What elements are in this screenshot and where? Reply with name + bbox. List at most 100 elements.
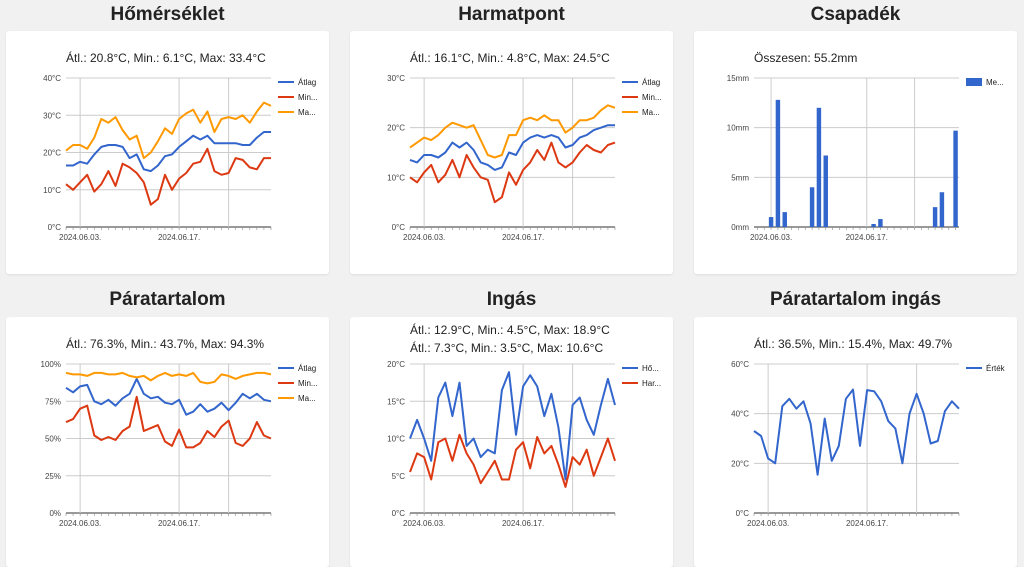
y-tick-label: 15°C	[387, 397, 405, 406]
series-line[interactable]	[65, 371, 272, 385]
bar[interactable]	[823, 155, 828, 227]
chart-title-paratartalom-ingas: Páratartalom ingás	[769, 289, 942, 310]
chart-title-harmatpont: Harmatpont	[458, 4, 565, 25]
y-tick-label: 0°C	[48, 223, 62, 232]
bar[interactable]	[809, 187, 815, 227]
legend-label[interactable]: Átlag	[298, 364, 316, 373]
bar[interactable]	[939, 192, 945, 227]
y-tick-label: 10°C	[43, 186, 61, 195]
chart-title-homerseklet: Hőmérséklet	[110, 4, 225, 25]
y-tick-label: 0°C	[392, 509, 406, 518]
legend-label[interactable]: Ma...	[298, 394, 316, 403]
series-line[interactable]	[409, 433, 616, 488]
series-line[interactable]	[66, 131, 271, 173]
chart-subtitle: Összesen: 55.2mm	[754, 51, 857, 65]
y-tick-label: 10mm	[727, 124, 750, 133]
y-tick-label: 40°C	[43, 74, 61, 83]
bar[interactable]	[878, 219, 883, 227]
x-tick-label: 2024.06.03.	[403, 519, 445, 528]
chart-subtitle: Átl.: 12.9°C, Min.: 4.5°C, Max: 18.9°C	[410, 322, 610, 337]
bar[interactable]	[816, 107, 822, 227]
y-tick-label: 0mm	[731, 223, 749, 232]
legend-label[interactable]: Har...	[642, 379, 661, 388]
y-tick-label: 20°C	[43, 149, 61, 158]
x-tick-label: 2024.06.17.	[846, 233, 888, 242]
y-tick-label: 5°C	[392, 472, 406, 481]
y-tick-label: 25%	[45, 472, 61, 481]
x-tick-label: 2024.06.17.	[502, 519, 544, 528]
x-tick-label: 2024.06.03.	[403, 233, 445, 242]
chart-subtitle: Átl.: 7.3°C, Min.: 3.5°C, Max: 10.6°C	[410, 340, 603, 355]
bar[interactable]	[768, 217, 774, 227]
legend-label[interactable]: Min...	[642, 93, 662, 102]
series-line[interactable]	[65, 377, 272, 416]
x-tick-label: 2024.06.03.	[750, 233, 792, 242]
legend-label[interactable]: Hő...	[642, 364, 659, 373]
y-tick-label: 0°C	[392, 223, 406, 232]
y-tick-label: 30°C	[387, 74, 405, 83]
series-line[interactable]	[409, 104, 616, 159]
bar[interactable]	[775, 99, 781, 227]
legend-label[interactable]: Min...	[298, 379, 318, 388]
chart-ingas: Átl.: 12.9°C, Min.: 4.5°C, Max: 18.9°C Át…	[387, 322, 661, 528]
y-tick-label: 100%	[41, 360, 61, 369]
chart-title-ingas: Ingás	[486, 289, 537, 310]
chart-csapadek: Összesen: 55.2mm 0mm 5mm 10mm 15mm 2024.06.03…	[727, 51, 1004, 242]
y-tick-label: 40°C	[731, 410, 749, 419]
bar[interactable]	[953, 130, 958, 227]
series-line[interactable]	[65, 101, 272, 160]
series-line[interactable]	[753, 388, 960, 476]
x-tick-label: 2024.06.17.	[158, 233, 200, 242]
y-tick-label: 50%	[45, 435, 61, 444]
x-tick-label: 2024.06.17.	[502, 233, 544, 242]
y-tick-label: 20°C	[731, 459, 749, 468]
y-tick-label: 60°C	[731, 360, 749, 369]
legend-label[interactable]: Me...	[986, 78, 1004, 87]
x-tick-label: 2024.06.17.	[846, 519, 888, 528]
chart-title-paratartalom: Páratartalom	[109, 289, 226, 310]
y-tick-label: 15mm	[727, 74, 750, 83]
chart-card-harmatpont: Átl.: 16.1°C, Min.: 4.8°C, Max: 24.5°C 0°…	[350, 31, 673, 274]
y-tick-label: 0%	[49, 509, 61, 518]
chart-subtitle: Átl.: 16.1°C, Min.: 4.8°C, Max: 24.5°C	[410, 50, 610, 65]
bar[interactable]	[782, 212, 787, 227]
chart-card-paratartalom-ingas: Átl.: 36.5%, Min.: 15.4%, Max: 49.7% 0°C 2…	[694, 317, 1017, 567]
chart-card-ingas: Átl.: 12.9°C, Min.: 4.5°C, Max: 18.9°C Át…	[350, 317, 673, 567]
legend-label[interactable]: Érték	[986, 364, 1006, 373]
y-tick-label: 75%	[45, 397, 61, 406]
chart-subtitle: Átl.: 76.3%, Min.: 43.7%, Max: 94.3%	[66, 336, 264, 351]
y-tick-label: 10°C	[387, 435, 405, 444]
x-tick-label: 2024.06.03.	[59, 519, 101, 528]
chart-paratartalom: Átl.: 76.3%, Min.: 43.7%, Max: 94.3% 0% 25…	[41, 336, 318, 528]
x-tick-label: 2024.06.03.	[59, 233, 101, 242]
series-line[interactable]	[409, 371, 616, 481]
y-tick-label: 5mm	[731, 173, 749, 182]
legend-swatch	[966, 78, 982, 86]
legend-label[interactable]: Ma...	[298, 108, 316, 117]
y-tick-label: 20°C	[387, 124, 405, 133]
chart-harmatpont: Átl.: 16.1°C, Min.: 4.8°C, Max: 24.5°C 0°…	[387, 50, 662, 242]
legend-label[interactable]: Átlag	[298, 78, 316, 87]
x-tick-label: 2024.06.17.	[158, 519, 200, 528]
chart-title-csapadek: Csapadék	[810, 4, 901, 25]
y-tick-label: 10°C	[387, 173, 405, 182]
series-line[interactable]	[409, 141, 616, 204]
y-tick-label: 0°C	[736, 509, 750, 518]
series-line[interactable]	[409, 124, 615, 171]
legend-label[interactable]: Átlag	[642, 78, 660, 87]
chart-card-paratartalom: Átl.: 76.3%, Min.: 43.7%, Max: 94.3% 0% 25…	[6, 317, 329, 567]
y-tick-label: 30°C	[43, 111, 61, 120]
chart-subtitle: Átl.: 36.5%, Min.: 15.4%, Max: 49.7%	[754, 336, 952, 351]
x-tick-label: 2024.06.03.	[747, 519, 789, 528]
chart-homerseklet: Átl.: 20.8°C, Min.: 6.1°C, Max: 33.4°C 0°…	[43, 50, 318, 242]
chart-card-homerseklet: Átl.: 20.8°C, Min.: 6.1°C, Max: 33.4°C 0°…	[6, 31, 329, 274]
chart-paratartalom-ingas: Átl.: 36.5%, Min.: 15.4%, Max: 49.7%0°C2…	[731, 336, 1006, 528]
legend-label[interactable]: Min...	[298, 93, 318, 102]
chart-subtitle: Átl.: 20.8°C, Min.: 6.1°C, Max: 33.4°C	[66, 50, 266, 65]
series-line[interactable]	[65, 147, 271, 206]
legend-label[interactable]: Ma...	[642, 108, 660, 117]
bar[interactable]	[871, 224, 876, 227]
chart-card-csapadek: Összesen: 55.2mm 0mm 5mm 10mm 15mm 2024.06.03…	[694, 31, 1017, 274]
bar[interactable]	[932, 207, 938, 227]
series-line[interactable]	[65, 395, 272, 449]
